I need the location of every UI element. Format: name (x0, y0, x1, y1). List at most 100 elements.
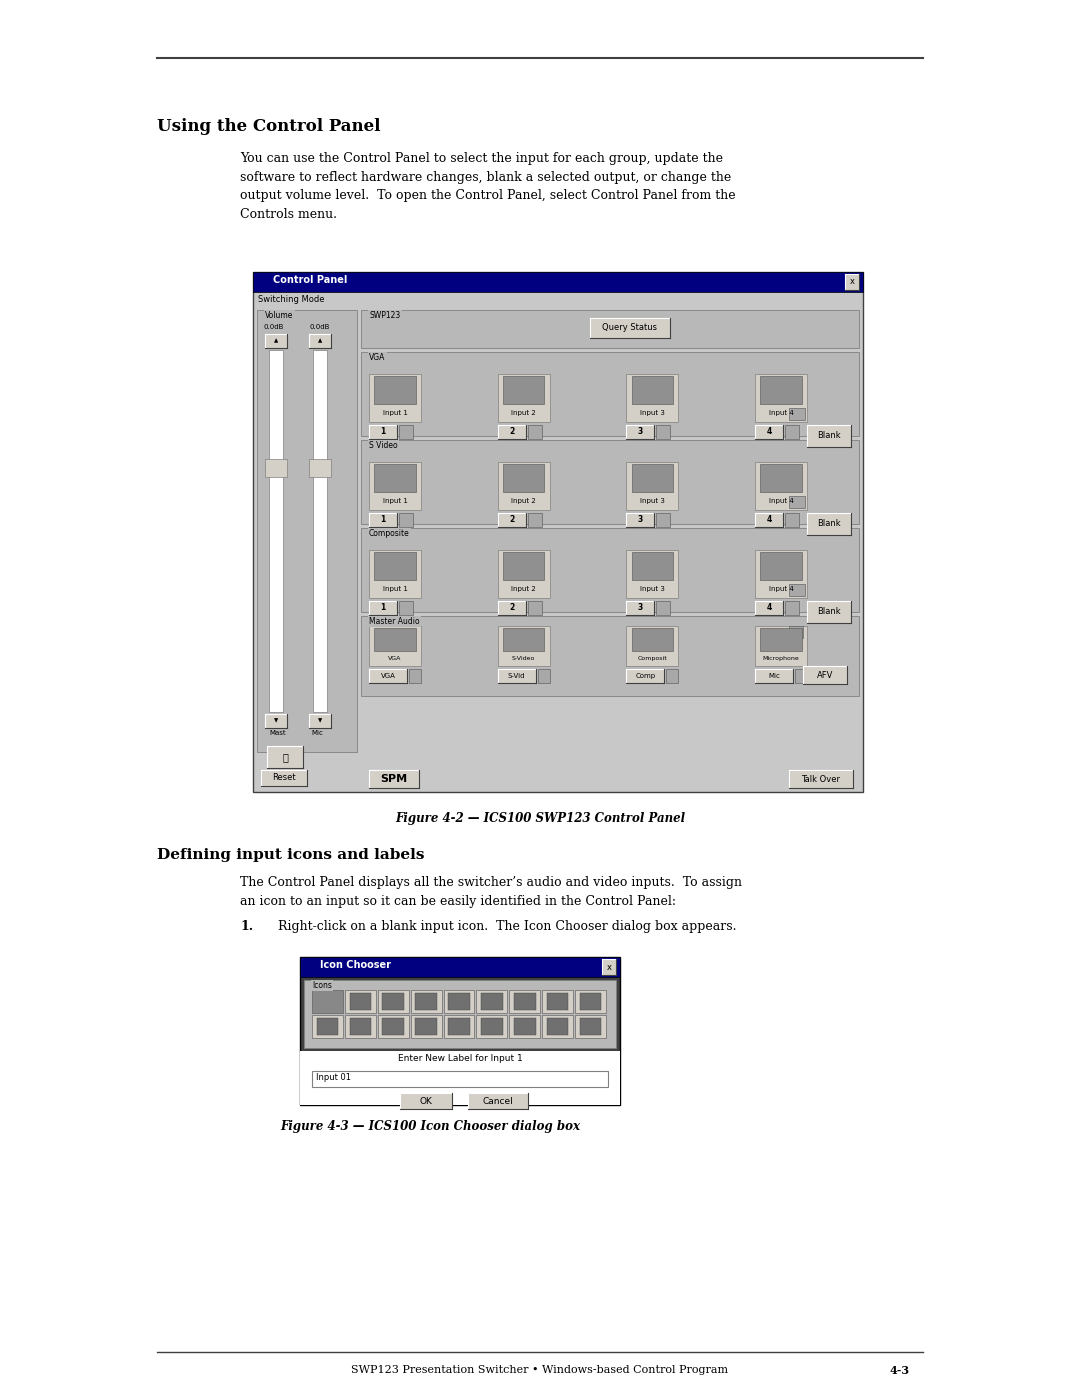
FancyBboxPatch shape (785, 425, 799, 439)
FancyBboxPatch shape (374, 552, 416, 580)
FancyBboxPatch shape (503, 629, 544, 651)
FancyBboxPatch shape (361, 616, 859, 696)
FancyBboxPatch shape (369, 550, 421, 598)
FancyBboxPatch shape (361, 440, 859, 524)
Text: Composit: Composit (637, 657, 667, 661)
FancyBboxPatch shape (369, 626, 421, 666)
FancyBboxPatch shape (374, 464, 416, 492)
FancyBboxPatch shape (409, 669, 421, 683)
Text: SWP123 Presentation Switcher • Windows-based Control Program: SWP123 Presentation Switcher • Windows-b… (351, 1365, 729, 1375)
FancyBboxPatch shape (300, 957, 620, 1105)
FancyBboxPatch shape (350, 1018, 372, 1035)
Text: 3: 3 (637, 604, 643, 612)
FancyBboxPatch shape (269, 351, 283, 712)
Text: Volume: Volume (265, 312, 294, 320)
Text: Mast: Mast (269, 731, 285, 736)
FancyBboxPatch shape (369, 770, 419, 788)
FancyBboxPatch shape (476, 1016, 508, 1038)
FancyBboxPatch shape (626, 462, 678, 510)
FancyBboxPatch shape (514, 1018, 536, 1035)
Text: Talk Over: Talk Over (801, 774, 840, 784)
FancyBboxPatch shape (498, 601, 526, 615)
FancyBboxPatch shape (382, 1018, 404, 1035)
Text: Input 4: Input 4 (769, 499, 794, 504)
FancyBboxPatch shape (312, 1016, 342, 1038)
Text: 1: 1 (380, 427, 386, 436)
Text: Right-click on a blank input icon.  The Icon Chooser dialog box appears.: Right-click on a blank input icon. The I… (278, 921, 737, 933)
Text: Defining input icons and labels: Defining input icons and labels (157, 848, 424, 862)
FancyBboxPatch shape (795, 669, 807, 683)
FancyBboxPatch shape (510, 1016, 540, 1038)
Text: Switching Mode: Switching Mode (258, 295, 324, 305)
FancyBboxPatch shape (528, 601, 542, 615)
Text: Master Audio: Master Audio (369, 617, 420, 626)
FancyBboxPatch shape (503, 464, 544, 492)
Text: 1: 1 (380, 515, 386, 524)
FancyBboxPatch shape (576, 990, 606, 1013)
FancyBboxPatch shape (374, 376, 416, 404)
FancyBboxPatch shape (444, 1016, 474, 1038)
FancyBboxPatch shape (312, 990, 342, 1013)
FancyBboxPatch shape (760, 629, 801, 651)
FancyBboxPatch shape (498, 462, 550, 510)
FancyBboxPatch shape (253, 272, 863, 792)
FancyBboxPatch shape (361, 310, 859, 348)
FancyBboxPatch shape (590, 319, 670, 338)
FancyBboxPatch shape (481, 993, 502, 1010)
Text: 1: 1 (380, 604, 386, 612)
Text: Input 3: Input 3 (639, 499, 665, 504)
FancyBboxPatch shape (632, 552, 673, 580)
FancyBboxPatch shape (755, 462, 807, 510)
Text: ▲: ▲ (274, 338, 279, 344)
FancyBboxPatch shape (369, 513, 397, 527)
FancyBboxPatch shape (576, 1016, 606, 1038)
FancyBboxPatch shape (313, 351, 327, 712)
FancyBboxPatch shape (350, 993, 372, 1010)
Text: 0.0dB: 0.0dB (264, 324, 283, 330)
FancyBboxPatch shape (845, 274, 859, 291)
Text: Blank: Blank (818, 608, 841, 616)
FancyBboxPatch shape (300, 1051, 620, 1105)
FancyBboxPatch shape (410, 990, 442, 1013)
FancyBboxPatch shape (755, 626, 807, 666)
FancyBboxPatch shape (444, 990, 474, 1013)
Text: Input 3: Input 3 (639, 587, 665, 592)
FancyBboxPatch shape (514, 993, 536, 1010)
Text: Mic: Mic (311, 731, 323, 736)
FancyBboxPatch shape (789, 584, 805, 597)
Text: Input 1: Input 1 (382, 499, 407, 504)
Text: Icon Chooser: Icon Chooser (320, 960, 391, 970)
Text: You can use the Control Panel to select the input for each group, update the
sof: You can use the Control Panel to select … (240, 152, 735, 221)
FancyBboxPatch shape (666, 669, 678, 683)
FancyBboxPatch shape (378, 990, 408, 1013)
FancyBboxPatch shape (369, 425, 397, 439)
FancyBboxPatch shape (374, 629, 416, 651)
Text: 4: 4 (767, 427, 771, 436)
Text: x: x (850, 278, 854, 286)
FancyBboxPatch shape (755, 374, 807, 422)
Text: SWP123: SWP123 (369, 312, 401, 320)
FancyBboxPatch shape (546, 993, 568, 1010)
FancyBboxPatch shape (309, 714, 330, 728)
Text: Input 3: Input 3 (639, 411, 665, 416)
FancyBboxPatch shape (300, 957, 620, 977)
FancyBboxPatch shape (261, 770, 307, 787)
FancyBboxPatch shape (498, 425, 526, 439)
Text: Icons: Icons (312, 981, 332, 990)
FancyBboxPatch shape (503, 376, 544, 404)
FancyBboxPatch shape (410, 1016, 442, 1038)
Text: VGA: VGA (389, 657, 402, 661)
FancyBboxPatch shape (361, 528, 859, 612)
Text: 🔈: 🔈 (282, 752, 288, 761)
Text: AFV: AFV (816, 671, 833, 679)
FancyBboxPatch shape (399, 425, 413, 439)
Text: Using the Control Panel: Using the Control Panel (157, 117, 380, 136)
FancyBboxPatch shape (657, 425, 671, 439)
FancyBboxPatch shape (785, 601, 799, 615)
FancyBboxPatch shape (369, 669, 407, 683)
Text: Query Status: Query Status (603, 324, 658, 332)
FancyBboxPatch shape (498, 669, 536, 683)
FancyBboxPatch shape (345, 990, 376, 1013)
FancyBboxPatch shape (626, 513, 654, 527)
Text: Comp: Comp (635, 673, 656, 679)
